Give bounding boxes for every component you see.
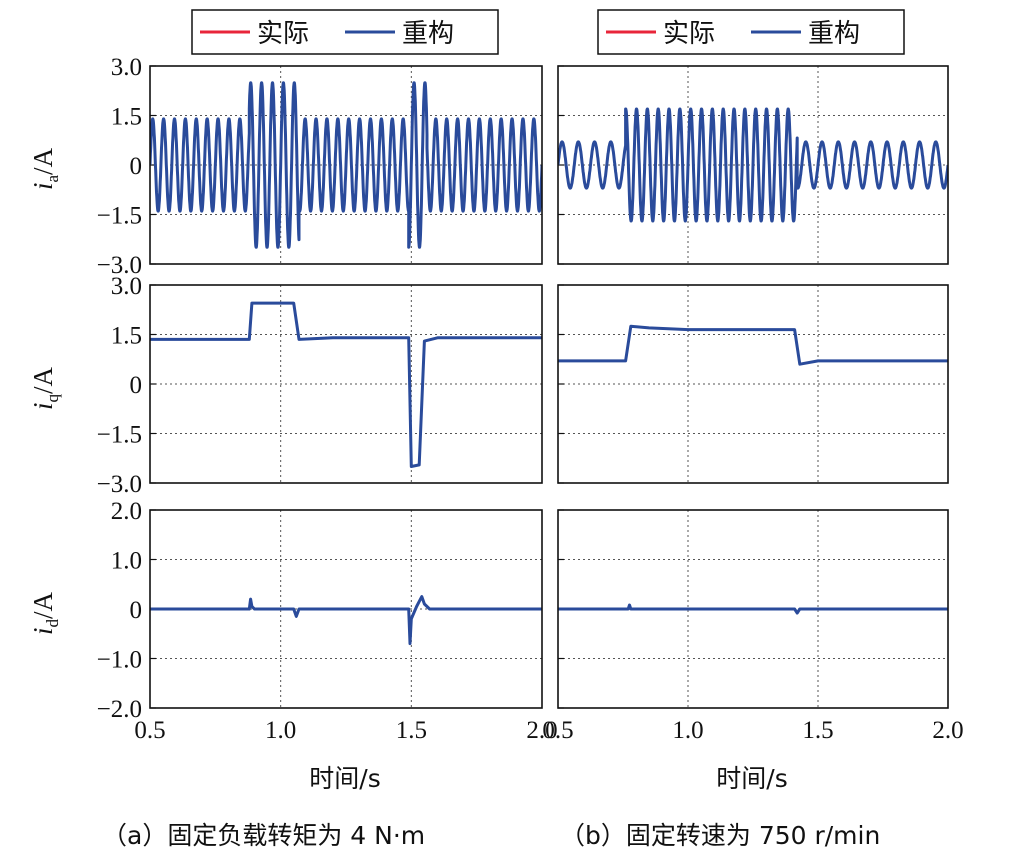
series-line-reconstructed-b-mid [558,324,948,366]
legend-a: 实际 重构 [191,9,499,55]
ytick-label-a-bot: −1.0 [97,647,142,674]
ytick-label-a-top: 1.5 [111,104,142,131]
plot-frame-b-mid [557,284,949,484]
series-line-reconstructed-a-mid [150,301,542,468]
xlabel-a: 时间/s [309,764,380,793]
legend-b: 实际 重构 [597,9,905,55]
ytick-label-a-top: 3.0 [111,54,142,81]
xtick-label-b-bot: 1.0 [672,717,703,744]
ylabel-iq: iq/A [28,366,62,410]
series-line-reconstructed-b-top [558,107,948,223]
xtick-label-b-bot: 0.5 [542,717,573,744]
plot-frame-a-bot [149,509,543,709]
ytick-label-a-top: −1.5 [97,203,142,230]
ytick-label-a-top: 0 [130,153,143,180]
plot-frame-a-top [149,65,543,265]
panel-b-mid [557,284,949,484]
xtick-label-a-bot: 1.0 [265,717,296,744]
series-line-reconstructed-a-bot [150,595,542,646]
series-line-reconstructed-a-top [150,81,542,249]
xtick-label-a-bot: 1.5 [396,717,427,744]
series-line-reconstructed-b-bot [558,603,948,615]
legend-a-actual-label: 实际 [257,19,309,49]
xtick-label-a-bot: 2.0 [526,717,557,744]
legend-b-reconstructed-label: 重构 [808,19,860,49]
panel-b-bot: 0.5 1.0 1.5 2.0 [542,509,964,744]
ytick-label-a-bot: 0 [130,597,143,624]
ytick-label-a-mid: 1.5 [111,323,142,350]
xtick-label-b-bot: 2.0 [932,717,963,744]
panels: 3.01.50−1.5−3.03.01.50−1.5−3.02.01.00−1.… [97,54,964,744]
ytick-label-a-bot: −2.0 [97,696,142,723]
ytick-label-a-mid: 0 [130,372,143,399]
xtick-label-a-bot: 0.5 [134,717,165,744]
ytick-label-a-mid: −3.0 [97,471,142,498]
ytick-label-a-mid: 3.0 [111,273,142,300]
plot-frame-b-top [557,65,949,265]
panel-a-top: 3.0 1.5 0 −1.5 −3.0 [97,54,543,279]
ytick-label-a-mid: −1.5 [97,422,142,449]
panel-b-top [557,65,949,265]
xlabel-b: 时间/s [716,764,787,793]
ylabel-ia: ia/A [28,147,62,190]
xtick-label-b-bot: 1.5 [802,717,833,744]
legend-a-reconstructed-label: 重构 [402,19,454,49]
caption-a: （a）固定负载转矩为 4 N·m [102,821,425,850]
caption-b: （b）固定转速为 750 r/min [560,821,880,850]
plot-frame-a-mid [149,284,543,484]
ytick-label-a-top: −3.0 [97,252,142,279]
ytick-label-a-bot: 1.0 [111,548,142,575]
plot-frame-b-bot [557,509,949,709]
ytick-label-a-bot: 2.0 [111,498,142,525]
panel-a-bot: 2.0 1.0 0 −1.0 −2.00.5 1.0 1.5 2.0 [97,498,558,744]
legend-b-actual-label: 实际 [663,19,715,49]
panel-a-mid: 3.0 1.5 0 −1.5 −3.0 [97,273,543,498]
ylabel-id: id/A [28,591,62,635]
